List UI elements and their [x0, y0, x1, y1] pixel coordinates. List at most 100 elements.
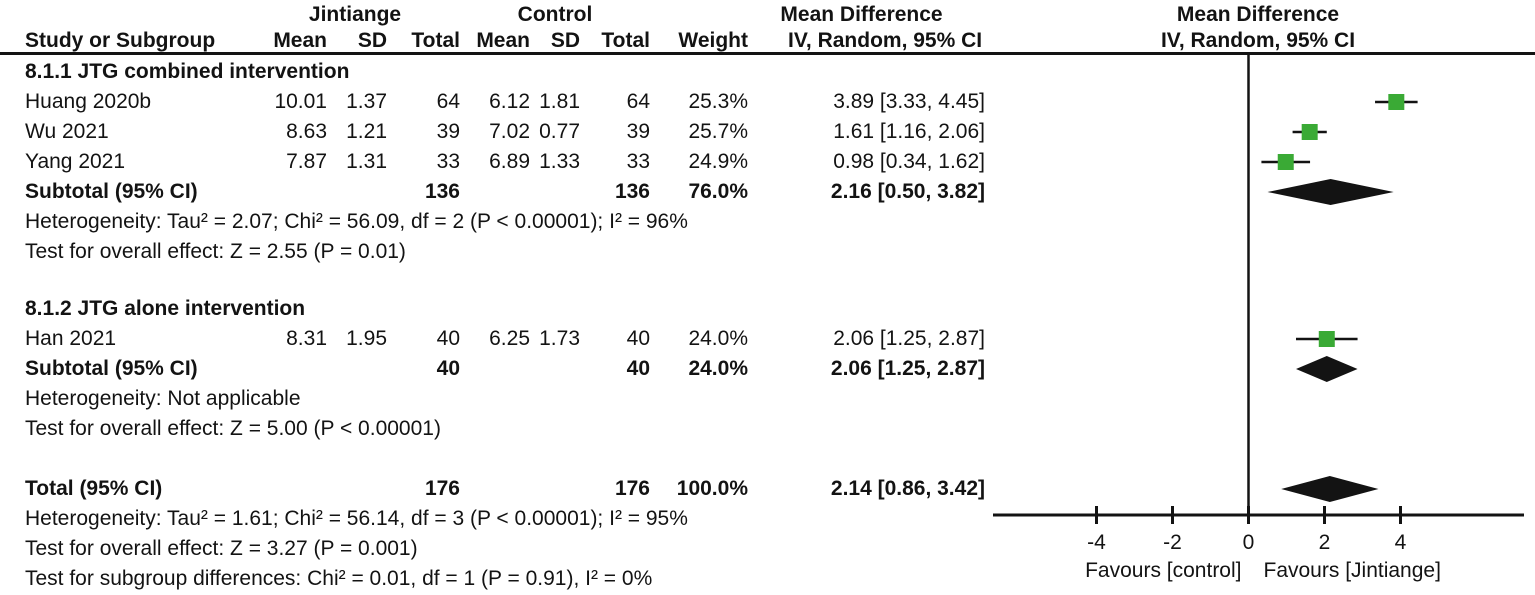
cell-value [327, 177, 387, 207]
cell-value: 40 [626, 357, 650, 380]
effect-square-marker [1301, 124, 1318, 140]
note-text: Heterogeneity: Tau² = 1.61; Chi² = 56.14… [25, 507, 688, 530]
table-row-study: Han 2021 8.31 1.95 40 6.25 1.73 40 24.0% 2.06 [1… [0, 324, 985, 354]
x-axis-tick-label: 4 [1395, 531, 1407, 554]
favours-jintiange-label: Favours [Jintiange] [1264, 559, 1441, 582]
x-axis-tick-label: -4 [1087, 531, 1106, 554]
table-row-subtotal: Subtotal (95% CI) 136 136 76.0% 2.16 [0.50, … [0, 177, 985, 207]
cell-study-label: Subtotal (95% CI) [25, 180, 198, 203]
cell-value: 0.77 [539, 120, 580, 143]
cell-value: 1.61 [1.16, 2.06] [833, 120, 985, 143]
table-row-note: Heterogeneity: Not applicable [0, 384, 985, 414]
cell-value: 64 [626, 90, 650, 113]
cell-value [460, 177, 530, 207]
cell-value [250, 177, 327, 207]
cell-value: 2.06 [1.25, 2.87] [833, 327, 985, 350]
table-row-subgroup-title: 8.1.1 JTG combined intervention [0, 57, 985, 87]
table-row-note: Heterogeneity: Tau² = 1.61; Chi² = 56.14… [0, 504, 985, 534]
note-text: Test for overall effect: Z = 2.55 (P = 0… [25, 240, 406, 263]
table-row-study: Wu 2021 8.63 1.21 39 7.02 0.77 39 25.7% 1.61 [1.… [0, 117, 985, 147]
cell-value [250, 474, 327, 504]
cell-value: 2.14 [0.86, 3.42] [830, 477, 985, 500]
col-header-sd-ctrl: SD [550, 29, 580, 52]
pooled-diamond-marker [1267, 179, 1394, 205]
cell-value [327, 354, 387, 384]
note-text: Test for overall effect: Z = 5.00 (P < 0… [25, 417, 441, 440]
cell-value: 6.12 [489, 90, 530, 113]
table-row-note: Heterogeneity: Tau² = 2.07; Chi² = 56.09… [0, 207, 985, 237]
table-row-subgroup-title: 8.1.2 JTG alone intervention [0, 294, 985, 324]
col-header-mean-exp: Mean [273, 29, 327, 52]
table-row-study: Yang 2021 7.87 1.31 33 6.89 1.33 33 24.9% 0.98 [… [0, 147, 985, 177]
cell-value: 1.31 [346, 150, 387, 173]
header-mean-difference-right: Mean Difference [1176, 3, 1340, 26]
subgroup-title-text: 8.1.1 JTG combined intervention [25, 60, 350, 83]
cell-value: 0.98 [0.34, 1.62] [833, 150, 985, 173]
x-axis-tick-label: -2 [1163, 531, 1182, 554]
cell-value: 1.95 [346, 327, 387, 350]
cell-value [327, 474, 387, 504]
cell-value: 2.06 [1.25, 2.87] [830, 357, 985, 380]
col-header-weight: Weight [678, 29, 748, 52]
cell-value: 3.89 [3.33, 4.45] [833, 90, 985, 113]
cell-value: 24.0% [688, 357, 748, 380]
cell-study-label: Yang 2021 [25, 150, 126, 173]
cell-value: 8.31 [286, 327, 327, 350]
effect-square-marker [1318, 331, 1335, 347]
cell-value: 24.0% [688, 327, 748, 350]
col-header-total-exp: Total [411, 29, 460, 52]
table-row-note: Test for overall effect: Z = 3.27 (P = 0… [0, 534, 985, 564]
table-row-note: Test for overall effect: Z = 2.55 (P = 0… [0, 237, 985, 267]
cell-study-label: Wu 2021 [25, 120, 109, 143]
cell-study-label: Han 2021 [25, 327, 117, 350]
note-text: Heterogeneity: Not applicable [25, 387, 301, 410]
note-text: Heterogeneity: Tau² = 2.07; Chi² = 56.09… [25, 210, 688, 233]
table-row-blank [0, 444, 985, 474]
table-row-subtotal: Subtotal (95% CI) 40 40 24.0% 2.06 [1.25, 2.… [0, 354, 985, 384]
x-axis-tick-label: 2 [1319, 531, 1331, 554]
cell-value: 176 [614, 477, 650, 500]
forest-plot-graphic: -4 -2 0 2 4 Favours [control] Favours [Jintian… [993, 55, 1524, 582]
cell-value: 1.81 [539, 90, 580, 113]
cell-value: 25.7% [688, 120, 748, 143]
cell-value: 1.33 [539, 150, 580, 173]
cell-value: 40 [626, 327, 650, 350]
cell-value: 136 [614, 180, 650, 203]
cell-value: 1.21 [346, 120, 387, 143]
note-text: Test for subgroup differences: Chi² = 0.… [25, 567, 653, 590]
cell-value: 2.16 [0.50, 3.82] [830, 180, 985, 203]
cell-value: 8.63 [286, 120, 327, 143]
favours-control-label: Favours [control] [1085, 559, 1241, 582]
cell-study-label: Subtotal (95% CI) [25, 357, 198, 380]
table-row-study: Huang 2020b 10.01 1.37 64 6.12 1.81 64 25.3% 3.8… [0, 87, 985, 117]
pooled-diamond-marker [1296, 356, 1358, 382]
table-row-blank [0, 267, 985, 294]
col-header-total-ctrl: Total [601, 29, 650, 52]
cell-value: 1.37 [346, 90, 387, 113]
cell-value [460, 474, 530, 504]
cell-study-label: Total (95% CI) [25, 477, 163, 500]
cell-value: 6.25 [489, 327, 530, 350]
cell-value: 39 [626, 120, 650, 143]
cell-value: 40 [436, 327, 460, 350]
cell-value: 1.73 [539, 327, 580, 350]
x-axis-tick-label: 0 [1243, 531, 1255, 554]
pooled-diamond-marker [1281, 476, 1379, 502]
col-header-method-left: IV, Random, 95% CI [788, 29, 983, 52]
cell-study-label: Huang 2020b [25, 90, 152, 113]
table-row-note: Test for overall effect: Z = 5.00 (P < 0… [0, 414, 985, 444]
cell-value [530, 177, 580, 207]
col-header-mean-ctrl: Mean [476, 29, 530, 52]
cell-value: 7.02 [489, 120, 530, 143]
header-mean-difference-left: Mean Difference [780, 3, 943, 26]
table-row-note: Test for subgroup differences: Chi² = 0.… [0, 564, 985, 594]
col-header-method-right: IV, Random, 95% CI [1160, 29, 1356, 52]
effect-square-marker [1277, 154, 1294, 170]
study-table: 8.1.1 JTG combined intervention Huang 202… [0, 57, 985, 594]
subgroup-title-text: 8.1.2 JTG alone intervention [25, 297, 306, 320]
cell-value: 136 [424, 180, 460, 203]
cell-value: 33 [626, 150, 650, 173]
cell-value: 24.9% [688, 150, 748, 173]
cell-value: 33 [436, 150, 460, 173]
